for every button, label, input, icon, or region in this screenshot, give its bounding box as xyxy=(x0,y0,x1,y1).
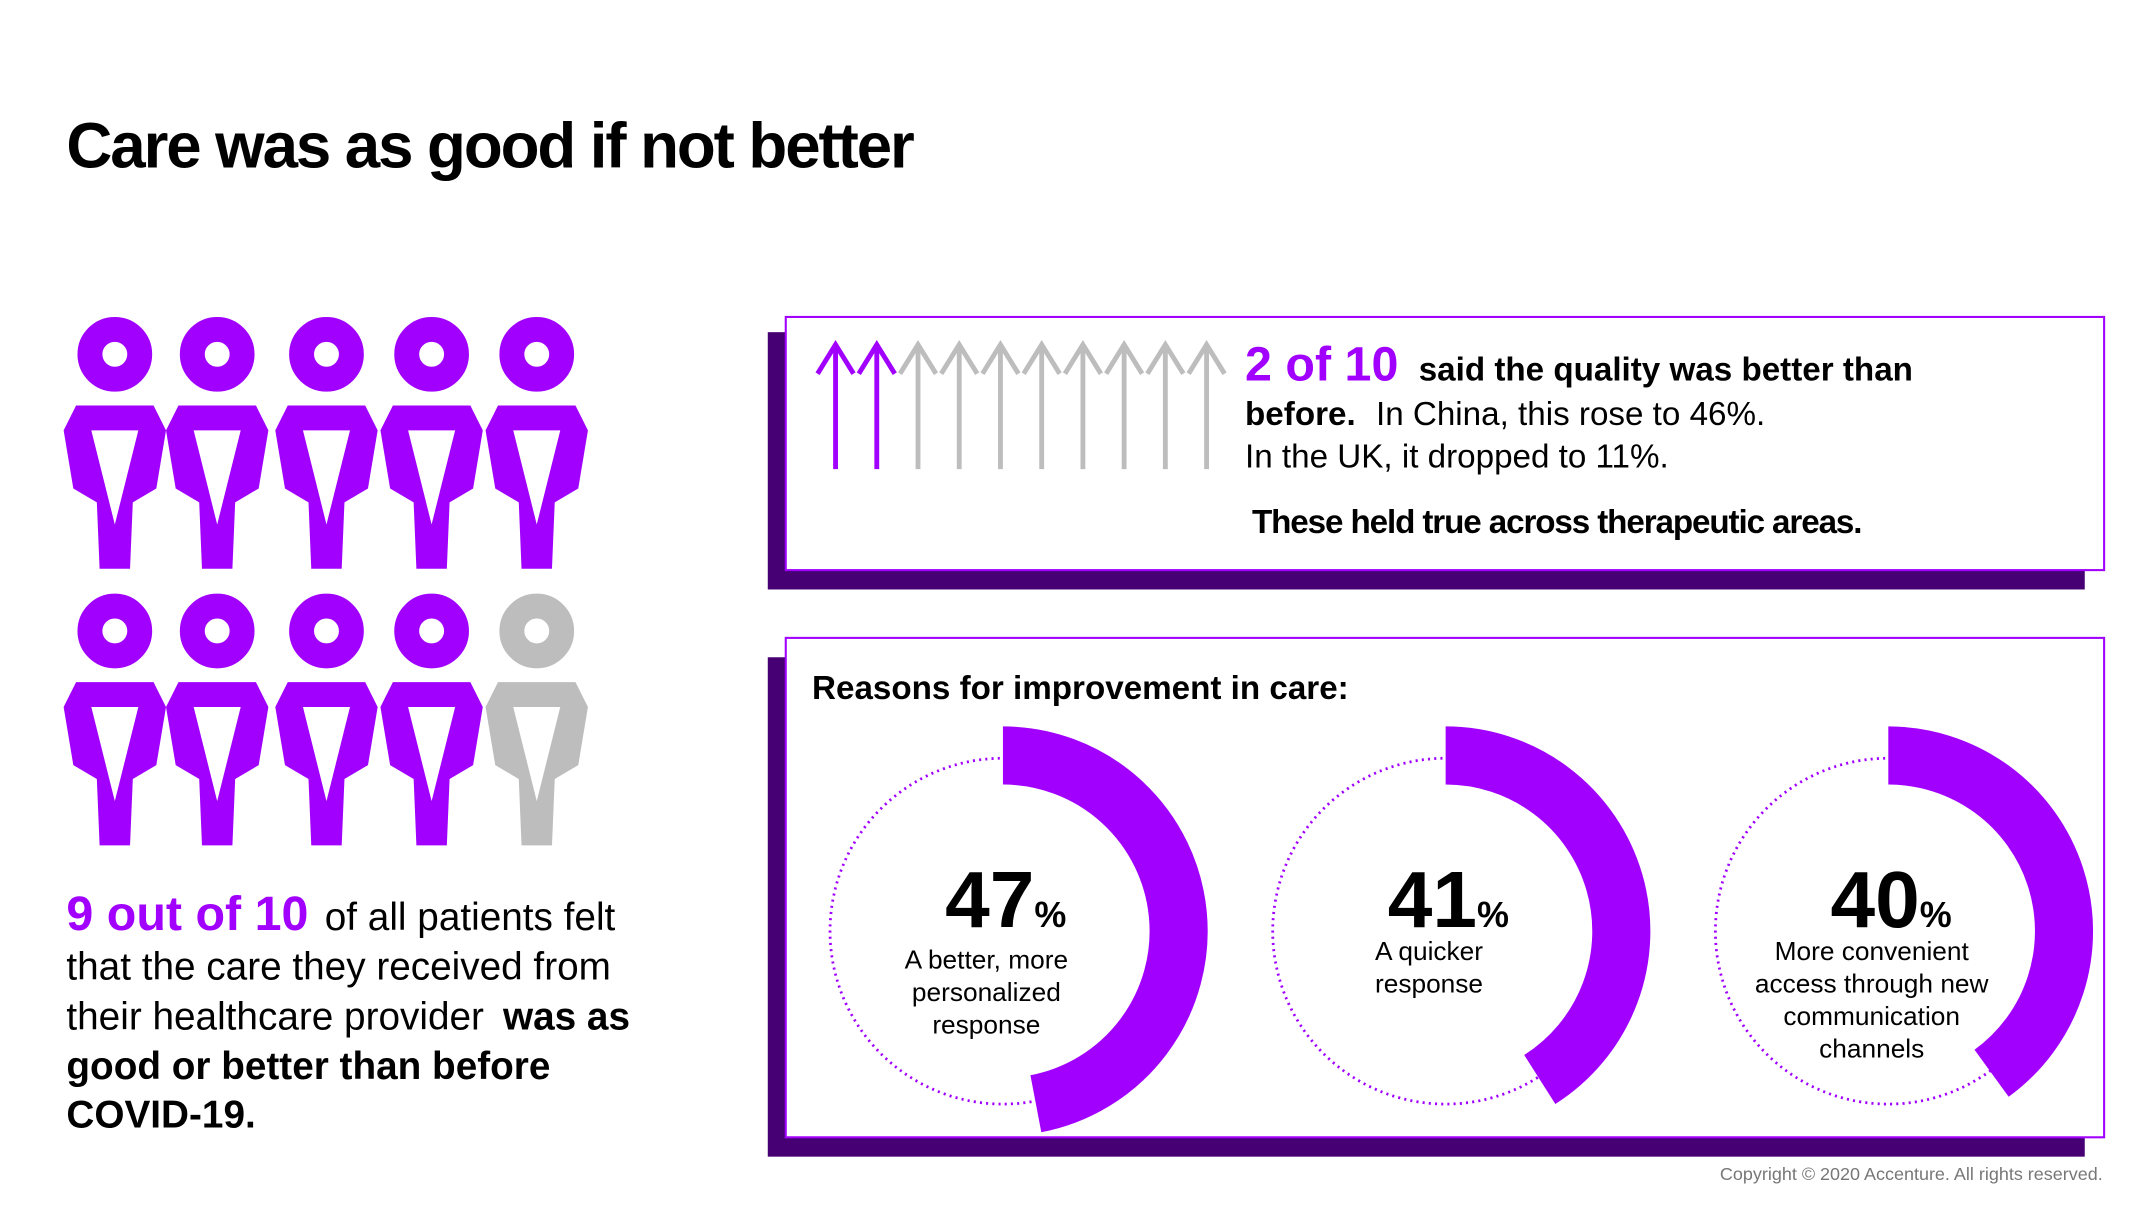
person-icon xyxy=(63,593,167,846)
person-body xyxy=(485,682,588,846)
person-body xyxy=(166,682,269,846)
person-icon xyxy=(166,593,269,846)
person-icon xyxy=(380,316,483,569)
person-body xyxy=(166,405,269,569)
donut-label: communication xyxy=(1783,1001,1960,1031)
donut-arc xyxy=(1002,726,1208,1133)
quality-text: before. In China, this rose to 46%. xyxy=(1245,396,1765,433)
person-body xyxy=(380,682,483,846)
person-icon xyxy=(485,593,588,846)
donut-arc xyxy=(1887,726,2094,1097)
donut-label: access through new xyxy=(1755,969,1990,999)
person-head xyxy=(394,316,469,392)
person-body xyxy=(380,405,483,569)
person-icon xyxy=(166,316,269,569)
arrow xyxy=(1104,340,1145,470)
person-body xyxy=(63,405,167,569)
person-head xyxy=(77,593,153,669)
arrow xyxy=(815,340,856,470)
person-head xyxy=(499,316,575,392)
people-stat: 9 out of 10 xyxy=(66,887,308,941)
people-text: their healthcare provider was as xyxy=(66,995,630,1038)
quality-line: In China, this rose to 46%. xyxy=(1376,396,1765,433)
value-number: 40 xyxy=(1830,855,1919,945)
quality-text: 2 of 10 said the quality was better than xyxy=(1245,338,1913,392)
arrow-icon xyxy=(856,340,897,470)
donut-value: 40% xyxy=(1830,855,1951,945)
chart-title: Reasons for improvement in care: xyxy=(812,670,1349,707)
arrow-icon xyxy=(939,340,980,470)
people-pictogram xyxy=(63,316,588,846)
arrow-icon xyxy=(1186,340,1227,470)
person-body xyxy=(275,405,378,569)
arrow xyxy=(1145,340,1186,470)
arrow xyxy=(897,340,939,470)
arrow-icon xyxy=(1062,340,1103,470)
person-icon xyxy=(275,593,378,846)
quality-bold: before. xyxy=(1245,396,1356,433)
arrow-icon xyxy=(897,340,939,470)
arrow-icon xyxy=(815,340,856,470)
person-body xyxy=(485,405,588,569)
person-icon xyxy=(485,316,588,569)
donut-label: A better, more xyxy=(905,945,1069,975)
donut-label: channels xyxy=(1819,1034,1924,1064)
donut-value: 47% xyxy=(945,855,1066,945)
donut-label: response xyxy=(1375,969,1483,999)
person-head xyxy=(179,593,255,669)
donut-label: response xyxy=(932,1010,1040,1040)
people-line: their healthcare provider xyxy=(66,995,484,1038)
donut-label: personalized xyxy=(912,977,1061,1007)
arrow-icon xyxy=(1145,340,1186,470)
arrow-icon xyxy=(1021,340,1062,470)
arrow xyxy=(939,340,980,470)
donut-label: More convenient xyxy=(1775,936,1970,966)
arrow-icon xyxy=(1104,340,1145,470)
donut-charts: 47%A better, morepersonalizedresponse41%… xyxy=(828,726,2094,1133)
quality-note: These held true across therapeutic areas… xyxy=(1252,504,1861,541)
people-text: 9 out of 10 of all patients felt xyxy=(66,887,615,941)
person-icon xyxy=(275,316,378,569)
person-head xyxy=(394,593,469,669)
people-line: that the care they received from xyxy=(66,946,610,989)
value-number: 47 xyxy=(945,855,1034,945)
value-number: 41 xyxy=(1388,855,1477,945)
person-head xyxy=(499,593,575,669)
title: Care was as good if not better xyxy=(66,111,914,182)
arrow-icon xyxy=(980,340,1021,470)
people-bold: COVID-19. xyxy=(66,1094,255,1137)
value-unit: % xyxy=(1477,894,1509,935)
person-head xyxy=(77,316,153,392)
arrow xyxy=(1062,340,1103,470)
people-bold: was as xyxy=(502,995,630,1038)
person-icon xyxy=(63,316,167,569)
arrow xyxy=(1021,340,1062,470)
person-body xyxy=(63,682,167,846)
people-bold: good or better than before xyxy=(66,1045,550,1088)
person-body xyxy=(275,682,378,846)
donut-arc xyxy=(1445,726,1651,1105)
arrow-pictogram xyxy=(815,340,1227,470)
arrow xyxy=(856,340,897,470)
quality-line: In the UK, it dropped to 11%. xyxy=(1245,439,1669,476)
person-head xyxy=(289,593,364,669)
person-head xyxy=(289,316,364,392)
value-unit: % xyxy=(1920,894,1952,935)
value-unit: % xyxy=(1034,894,1066,935)
people-line: of all patients felt xyxy=(325,896,616,939)
person-head xyxy=(179,316,255,392)
arrow xyxy=(980,340,1021,470)
reasons-box xyxy=(784,636,2106,1139)
person-icon xyxy=(380,593,483,846)
donut-label: A quicker xyxy=(1375,936,1483,966)
quality-stat: 2 of 10 xyxy=(1245,338,1398,392)
copyright: Copyright © 2020 Accenture. All rights r… xyxy=(1720,1164,2103,1184)
quality-bold: said the quality was better than xyxy=(1419,352,1913,389)
donut-value: 41% xyxy=(1388,855,1509,945)
arrow xyxy=(1186,340,1227,470)
quality-box xyxy=(784,315,2106,572)
